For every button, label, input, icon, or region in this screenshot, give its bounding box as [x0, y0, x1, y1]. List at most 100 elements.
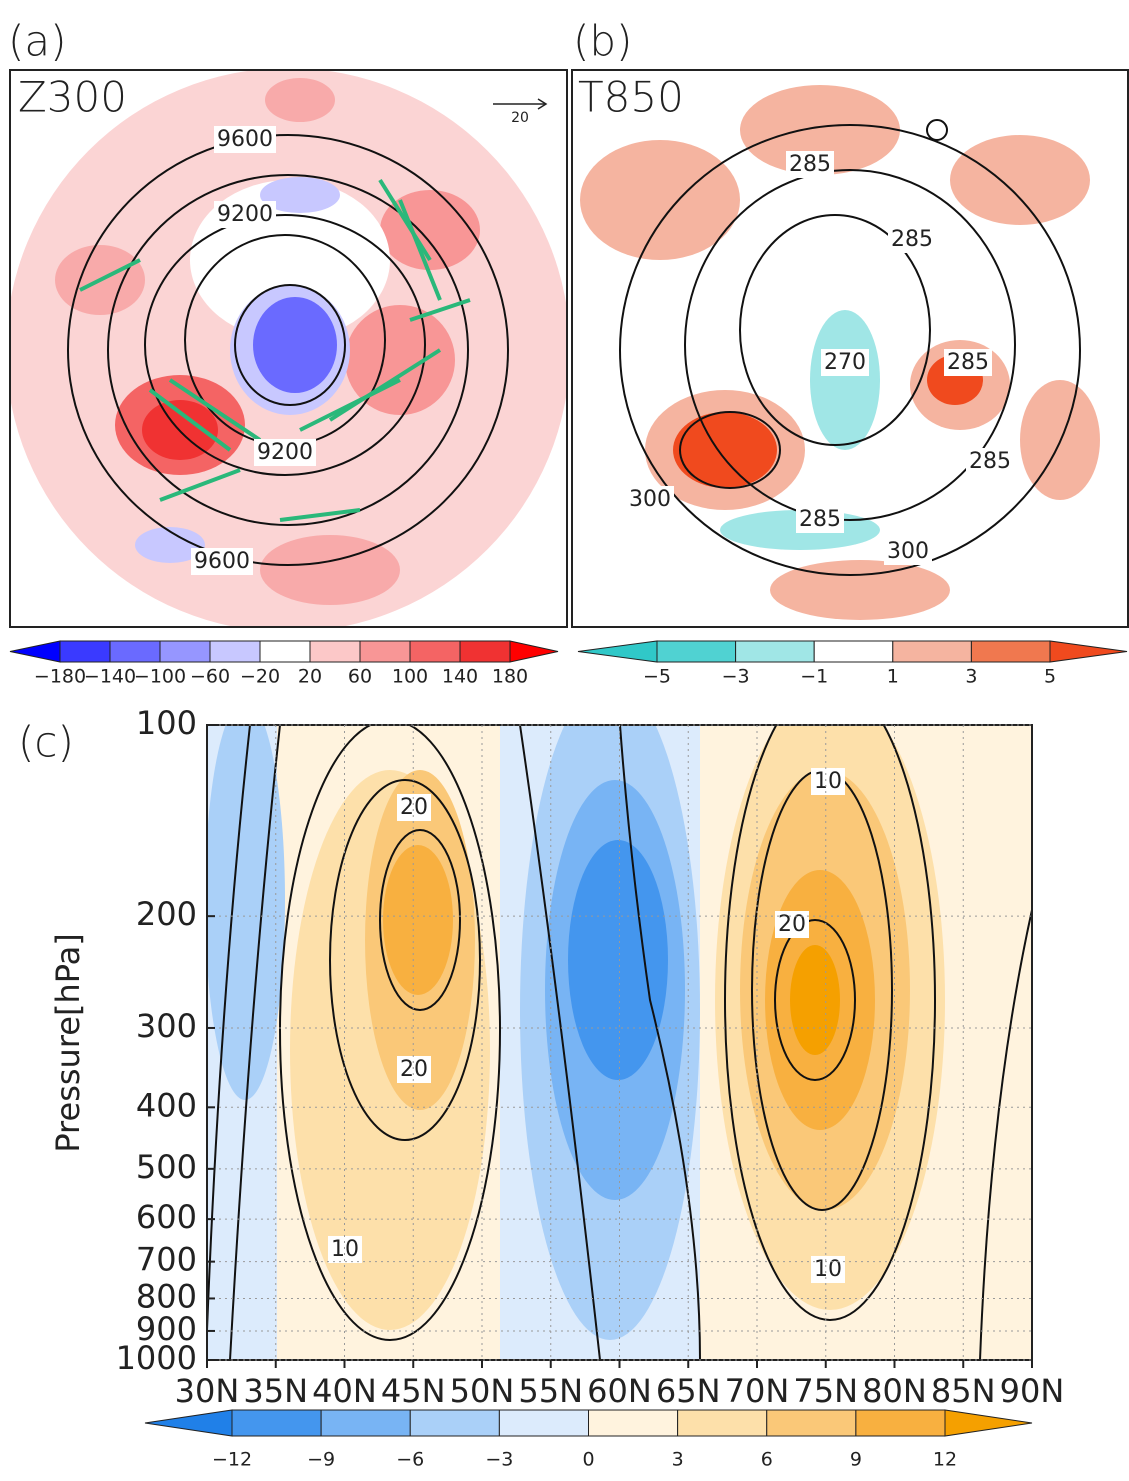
- colorbar-tick-label: 6: [761, 1449, 773, 1471]
- colorbar-tick-label: −100: [134, 666, 186, 688]
- contour-label-bg: [191, 548, 253, 575]
- colorbar-box: [109, 640, 161, 663]
- colorbar-box: [677, 1409, 768, 1437]
- y-tick-label: 400: [136, 1086, 197, 1124]
- contour-label-bg: [786, 151, 834, 178]
- colorbar-box: [309, 640, 361, 663]
- colorbar-extend: [1049, 640, 1128, 663]
- colorbar-box: [209, 640, 261, 663]
- colorbar-tick-label: −180: [34, 666, 86, 688]
- colorbar-tick-label: −5: [643, 666, 671, 688]
- contour-label-bg: [397, 794, 431, 821]
- contour-label: 285: [947, 350, 989, 375]
- y-tick-label: 200: [136, 895, 197, 933]
- x-tick-label: 90N: [1000, 1372, 1065, 1410]
- colorbar-tick-label: 3: [672, 1449, 684, 1471]
- contour-label: 285: [799, 507, 841, 532]
- contour-label: 285: [789, 152, 831, 177]
- contour-label-bg: [254, 439, 316, 466]
- colorbar-box: [735, 640, 815, 663]
- frame: [9, 69, 568, 628]
- y-tick-label: 800: [136, 1277, 197, 1315]
- colorbar-tick-label: 180: [492, 666, 528, 688]
- x-tick-label: 30N: [175, 1372, 240, 1410]
- colorbar-box: [459, 640, 511, 663]
- colorbar-tick-label: 140: [442, 666, 478, 688]
- contour-label: 9200: [257, 440, 313, 465]
- map-b: [572, 70, 1128, 627]
- x-tick-label: 55N: [518, 1372, 583, 1410]
- contour-label-bg: [775, 911, 809, 938]
- contour-label: 285: [969, 449, 1011, 474]
- contour-label: 270: [824, 350, 866, 375]
- contour-label: 300: [629, 487, 671, 512]
- panel-label: (a): [8, 17, 67, 66]
- contour-label-bg: [884, 538, 932, 565]
- colorbar-box: [359, 640, 411, 663]
- panel-title: T850: [578, 73, 684, 122]
- colorbar-extend: [144, 1409, 233, 1437]
- y-axis-label: Pressure[hPa]: [49, 933, 87, 1152]
- colorbar-box: [59, 640, 111, 663]
- y-tick-label: 700: [136, 1241, 197, 1279]
- x-tick-label: 60N: [587, 1372, 652, 1410]
- contour-label-bg: [397, 1056, 431, 1083]
- colorbar-box: [656, 640, 737, 663]
- x-tick-label: 35N: [243, 1372, 308, 1410]
- y-tick-label: 600: [136, 1198, 197, 1236]
- contour-label: 20: [400, 1057, 428, 1082]
- contour-label-bg: [626, 486, 674, 513]
- y-tick-label: 900: [136, 1310, 197, 1348]
- panel-label: (b): [573, 17, 632, 66]
- x-tick-label: 50N: [450, 1372, 515, 1410]
- contour-label: 9200: [217, 202, 273, 227]
- x-tick-label: 45N: [381, 1372, 446, 1410]
- contour-label: 20: [400, 795, 428, 820]
- y-tick-label: 100: [136, 704, 197, 742]
- colorbar-tick-label: −140: [84, 666, 136, 688]
- y-tick-label: 500: [136, 1148, 197, 1186]
- contour-label-bg: [821, 349, 869, 376]
- y-tick-label: 1000: [116, 1339, 197, 1377]
- colorbar-box: [231, 1409, 322, 1437]
- contour-label: 10: [814, 769, 842, 794]
- contour-label-bg: [796, 506, 844, 533]
- colorbar-tick-label: 20: [298, 666, 322, 688]
- colorbar-tick-label: −9: [307, 1449, 335, 1471]
- colorbar-box: [409, 1409, 500, 1437]
- colorbar-tick-label: −1: [800, 666, 828, 688]
- colorbar-extend: [509, 640, 559, 663]
- y-tick-label: 300: [136, 1007, 197, 1045]
- colorbar-tick-label: 12: [933, 1449, 957, 1471]
- colorbar-box: [498, 1409, 589, 1437]
- contour-label-bg: [811, 1256, 845, 1283]
- colorbar-box: [813, 640, 894, 663]
- contour-label-bg: [944, 349, 992, 376]
- colorbar-box: [970, 640, 1051, 663]
- frame: [571, 69, 1129, 628]
- contour-label-bg: [888, 226, 936, 253]
- colorbar-tick-label: −3: [722, 666, 750, 688]
- x-tick-label: 80N: [862, 1372, 927, 1410]
- vector-ref-label: 20: [511, 110, 529, 126]
- contour-label-bg: [811, 768, 845, 795]
- contour-label: 285: [891, 227, 933, 252]
- colorbar-extend: [944, 1409, 1033, 1437]
- colorbar-tick-label: 100: [392, 666, 428, 688]
- contour-label-bg: [966, 448, 1014, 475]
- contour-label: 10: [331, 1237, 359, 1262]
- colorbar-tick-label: 60: [348, 666, 372, 688]
- contour-label: 300: [887, 539, 929, 564]
- colorbar-box: [320, 1409, 411, 1437]
- colorbar-tick-label: −12: [212, 1449, 252, 1471]
- colorbar-tick-label: 3: [965, 666, 977, 688]
- colorbar-box: [409, 640, 461, 663]
- colorbar-box: [892, 640, 972, 663]
- panel-label: (c): [18, 718, 74, 767]
- colorbar-tick-label: 5: [1044, 666, 1056, 688]
- colorbar-tick-label: −20: [240, 666, 280, 688]
- map-a: [10, 70, 567, 627]
- colorbar-box: [259, 640, 311, 663]
- x-tick-label: 40N: [312, 1372, 377, 1410]
